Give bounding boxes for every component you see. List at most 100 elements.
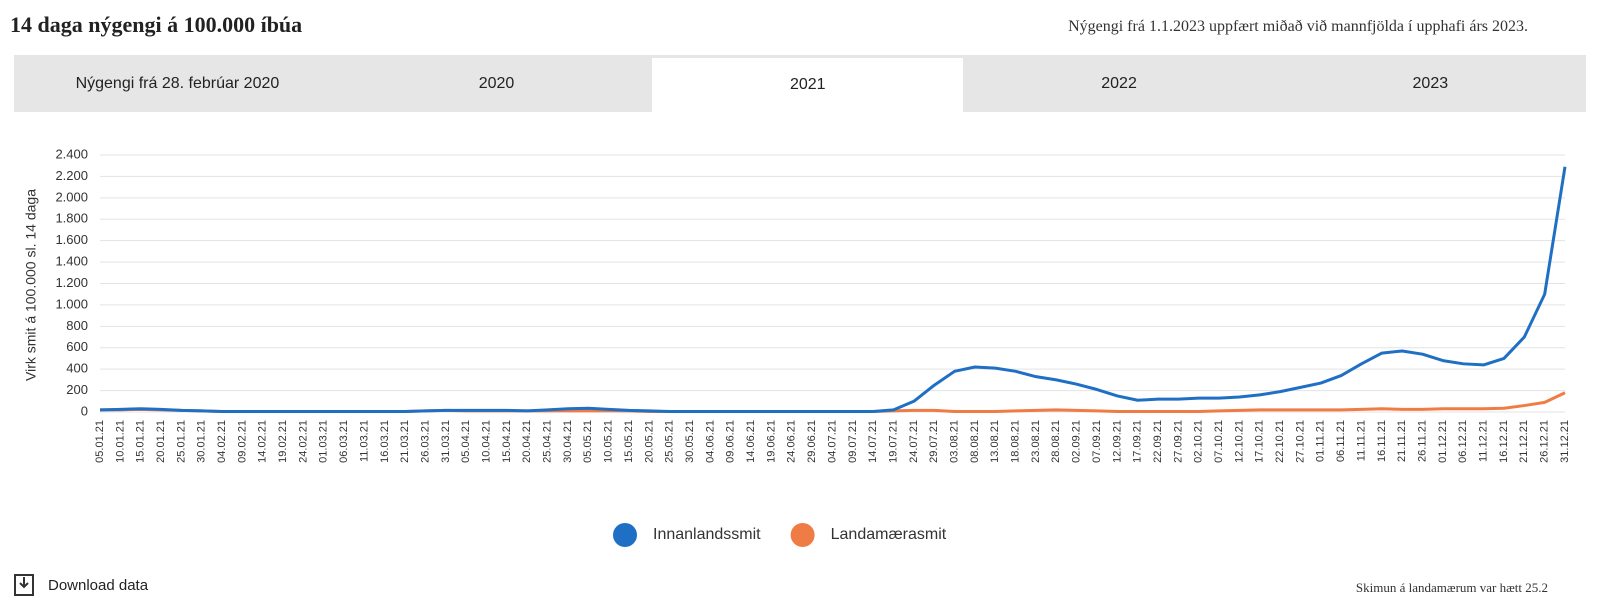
x-tick-label: 01.12.21 (1437, 420, 1449, 463)
x-tick-label: 27.09.21 (1172, 420, 1184, 463)
download-label: Download data (48, 576, 149, 594)
y-tick-label: 2.400 (55, 146, 88, 161)
y-axis-label: Virk smit á 100.000 sl. 14 daga (23, 189, 39, 381)
x-tick-label: 06.03.21 (338, 420, 350, 463)
legend-label: Innanlandssmit (653, 526, 761, 543)
x-tick-label: 12.10.21 (1233, 420, 1245, 463)
x-tick-label: 20.05.21 (643, 420, 655, 463)
y-tick-label: 400 (66, 361, 88, 376)
x-tick-label: 01.11.21 (1315, 420, 1327, 462)
legend-marker (790, 523, 815, 547)
x-tick-label: 10.01.21 (114, 420, 126, 463)
tab[interactable]: 2022 (1101, 74, 1137, 92)
x-tick-label: 13.08.21 (989, 420, 1001, 463)
y-tick-label: 2.200 (55, 168, 88, 183)
series-line (99, 166, 1567, 413)
x-tick-label: 25.05.21 (664, 420, 676, 463)
x-tick-label: 26.11.21 (1416, 420, 1428, 462)
legend-marker (613, 523, 637, 547)
x-tick-label: 21.11.21 (1396, 420, 1408, 462)
header-note: Nýgengi frá 1.1.2023 uppfært miðað við m… (1068, 18, 1528, 35)
x-tick-label: 09.07.21 (847, 420, 859, 463)
x-tick-label: 29.06.21 (806, 420, 818, 463)
x-tick-label: 04.02.21 (216, 420, 228, 463)
x-tick-label: 07.09.21 (1091, 420, 1103, 463)
x-tick-label: 11.03.21 (358, 420, 370, 462)
x-tick-label: 24.06.21 (786, 420, 798, 463)
tab[interactable]: 2020 (478, 74, 515, 92)
y-tick-label: 600 (66, 339, 88, 354)
x-tick-label: 01.03.21 (318, 420, 330, 463)
x-tick-label: 15.05.21 (623, 420, 635, 463)
x-tick-label: 23.08.21 (1030, 420, 1042, 463)
x-tick-label: 31.12.21 (1559, 420, 1571, 463)
x-tick-label: 04.07.21 (826, 420, 838, 463)
tab[interactable]: 2021 (652, 58, 964, 112)
x-tick-label: 19.07.21 (887, 420, 899, 463)
x-tick-label: 06.12.21 (1457, 420, 1469, 463)
x-tick-label: 19.06.21 (765, 420, 777, 463)
x-tick-label: 20.01.21 (155, 420, 167, 463)
x-tick-label: 21.03.21 (399, 420, 411, 463)
y-tick-label: 1.600 (55, 232, 88, 247)
x-tick-label: 11.11.21 (1355, 420, 1367, 461)
x-tick-label: 31.03.21 (440, 420, 452, 463)
x-tick-label: 09.02.21 (236, 420, 248, 463)
x-tick-label: 03.08.21 (948, 420, 960, 463)
x-tick-label: 25.01.21 (175, 420, 187, 463)
x-tick-label: 18.08.21 (1010, 420, 1022, 463)
x-tick-label: 26.03.21 (419, 420, 431, 463)
x-tick-label: 05.01.21 (94, 420, 106, 463)
x-tick-label: 15.01.21 (135, 420, 147, 463)
x-tick-label: 10.05.21 (603, 420, 615, 463)
x-tick-label: 22.10.21 (1274, 420, 1286, 463)
x-tick-label: 30.01.21 (196, 420, 208, 463)
download-icon (14, 574, 34, 596)
y-tick-label: 1.800 (55, 211, 88, 226)
y-tick-label: 1.000 (55, 296, 88, 311)
y-tick-label: 1.200 (55, 275, 88, 290)
tab[interactable]: 2023 (1412, 74, 1449, 92)
x-tick-label: 16.03.21 (379, 420, 391, 463)
page-title: 14 daga nýgengi á 100.000 íbúa (10, 12, 303, 37)
y-tick-label: 0 (81, 403, 88, 418)
y-tick-label: 200 (66, 382, 88, 397)
x-tick-label: 16.11.21 (1376, 420, 1388, 462)
x-tick-label: 17.10.21 (1254, 420, 1266, 463)
legend-label: Landamærasmit (831, 526, 947, 543)
x-tick-label: 11.12.21 (1478, 420, 1490, 462)
tab-bar: Nýgengi frá 28. febrúar 2020 2020 2021 2… (14, 55, 1586, 112)
x-tick-label: 08.08.21 (969, 420, 981, 463)
x-tick-label: 14.06.21 (745, 420, 757, 463)
x-tick-label: 30.05.21 (684, 420, 696, 463)
x-tick-label: 14.02.21 (257, 420, 269, 463)
x-tick-label: 21.12.21 (1518, 420, 1530, 463)
tab[interactable]: Nýgengi frá 28. febrúar 2020 (75, 74, 280, 92)
y-tick-label: 1.400 (55, 254, 88, 269)
x-tick-label: 28.08.21 (1050, 420, 1062, 463)
y-tick-label: 2.000 (55, 189, 88, 204)
x-tick-label: 26.12.21 (1539, 420, 1551, 463)
footnote: Skimun á landamærum var hætt 25.2 (1355, 580, 1548, 595)
x-tick-label: 24.02.21 (297, 420, 309, 463)
x-tick-label: 10.04.21 (481, 420, 493, 463)
x-tick-label: 09.06.21 (725, 420, 737, 463)
download-button[interactable]: Download data (14, 574, 148, 596)
x-tick-label: 14.07.21 (867, 420, 879, 463)
x-tick-label: 24.07.21 (908, 420, 920, 463)
x-tick-label: 05.05.21 (582, 420, 594, 463)
x-tick-label: 02.09.21 (1071, 420, 1083, 463)
x-tick-label: 29.07.21 (928, 420, 940, 463)
x-tick-label: 04.06.21 (704, 420, 716, 463)
x-tick-label: 12.09.21 (1111, 420, 1123, 463)
x-tick-label: 07.10.21 (1213, 420, 1225, 463)
x-tick-label: 19.02.21 (277, 420, 289, 463)
x-tick-label: 27.10.21 (1294, 420, 1306, 463)
x-tick-label: 25.04.21 (542, 420, 554, 463)
x-tick-label: 22.09.21 (1152, 420, 1164, 463)
x-tick-label: 16.12.21 (1498, 420, 1510, 463)
x-tick-label: 06.11.21 (1335, 420, 1347, 462)
y-tick-label: 800 (66, 318, 88, 333)
